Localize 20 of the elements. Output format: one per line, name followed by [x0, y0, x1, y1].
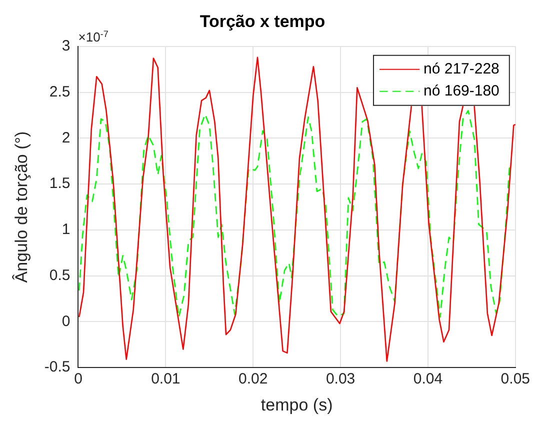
chart-title: Torção x tempo: [200, 12, 326, 31]
legend-label: nó 169-180: [424, 82, 500, 100]
y-tick-label: 2: [62, 129, 70, 146]
y-tick-label: 0: [62, 312, 70, 330]
y-tick-label: -0.5: [44, 358, 70, 376]
legend-label: nó 217-228: [424, 60, 500, 78]
y-tick-label: 1: [62, 221, 70, 238]
x-tick-label: 0.05: [500, 370, 530, 388]
y-tick-label: 2.5: [49, 83, 70, 100]
x-axis-title: tempo (s): [260, 395, 333, 414]
x-tick-label: 0.02: [238, 370, 268, 388]
y-tick-label: 0.5: [49, 266, 70, 284]
x-tick-label: 0.04: [413, 370, 443, 388]
y-tick-label: 1.5: [49, 175, 70, 192]
x-tick-label: 0.01: [151, 370, 180, 388]
line-series: [78, 110, 513, 318]
x-tick-label: 0: [74, 370, 82, 388]
y-tick-label: 3: [62, 38, 70, 55]
x-tick-label: 0.03: [326, 370, 356, 388]
y-axis-title: Ângulo de torção (°): [12, 131, 31, 283]
